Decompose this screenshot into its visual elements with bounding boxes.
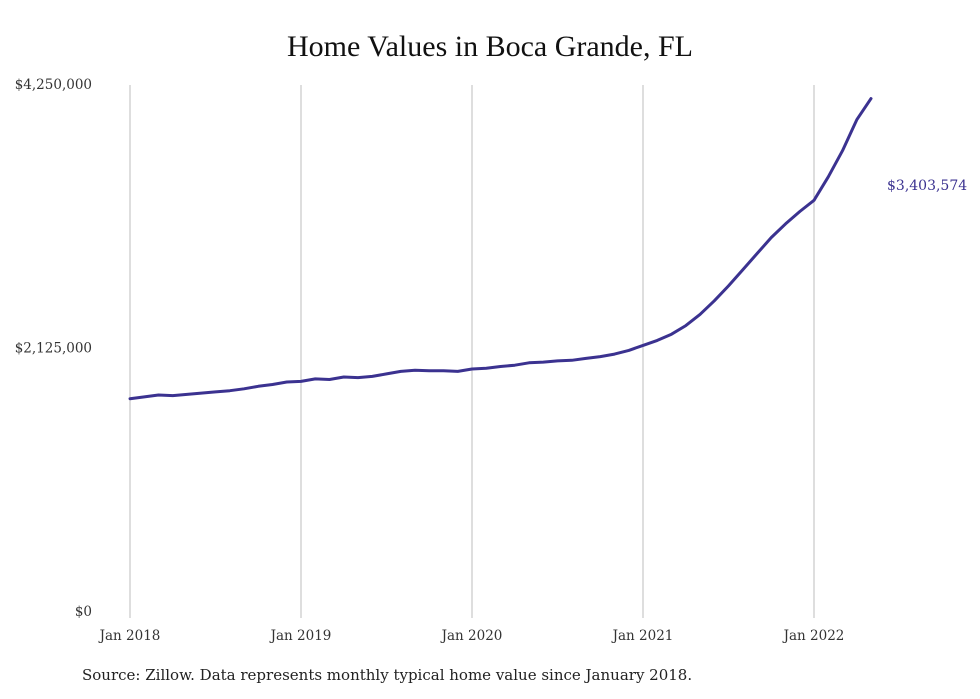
x-tick-label: Jan 2018 (98, 628, 161, 644)
y-axis-ticks: $0 $2,125,000 $4,250,000 (15, 77, 92, 620)
y-tick-label: $0 (75, 604, 92, 620)
chart-title: Home Values in Boca Grande, FL (286, 30, 694, 63)
x-tick-label: Jan 2022 (782, 628, 845, 644)
annotation-layer: $3,403,574 (887, 178, 967, 194)
end-value-label: $3,403,574 (887, 178, 967, 194)
source-note: Source: Zillow. Data represents monthly … (82, 666, 693, 684)
gridlines (129, 85, 815, 618)
y-tick-label: $4,250,000 (15, 77, 92, 93)
series-line (128, 97, 873, 401)
x-axis-ticks: Jan 2018 Jan 2019 Jan 2020 Jan 2021 Jan 2022 (98, 628, 845, 644)
y-tick-label: $2,125,000 (15, 341, 92, 357)
x-tick-label: Jan 2021 (611, 628, 674, 644)
series-layer (128, 97, 873, 401)
x-tick-label: Jan 2019 (269, 628, 332, 644)
x-tick-label: Jan 2020 (440, 628, 503, 644)
